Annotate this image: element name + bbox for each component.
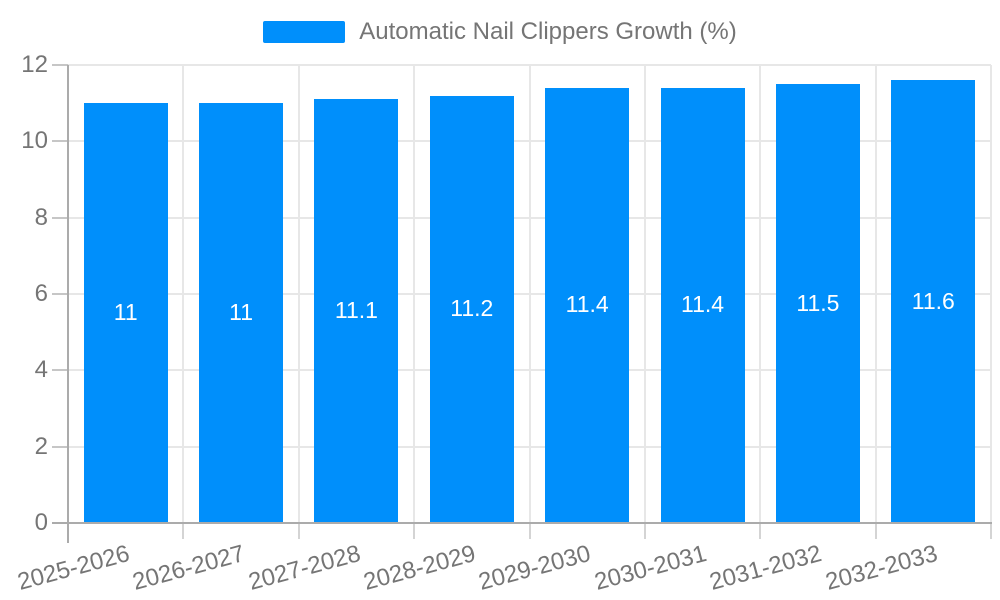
x-axis-category-label: 2026-2027 [129, 540, 248, 596]
x-axis-tick-mark [528, 523, 531, 539]
v-gridline [528, 65, 531, 523]
x-axis-tick-mark [874, 523, 877, 539]
y-axis-tick-label: 10 [21, 127, 48, 155]
x-axis-tick-mark [759, 523, 762, 539]
x-axis-category-label: 2028-2029 [360, 540, 479, 596]
y-axis-tick-mark [52, 293, 68, 295]
v-gridline [643, 65, 646, 523]
x-axis-tick-mark [297, 523, 300, 539]
legend-label: Automatic Nail Clippers Growth (%) [359, 18, 737, 45]
x-axis-category-label: 2029-2030 [476, 540, 594, 596]
y-axis-tick-mark [52, 64, 68, 66]
bar[interactable] [314, 99, 399, 523]
y-axis-tick-mark [52, 216, 68, 219]
y-axis-tick-label: 0 [34, 509, 48, 536]
x-axis-tick-mark [182, 523, 185, 539]
y-axis-line [67, 65, 69, 543]
legend-swatch [263, 21, 346, 43]
v-gridline [297, 65, 300, 523]
v-gridline [182, 65, 185, 523]
y-axis-tick-label: 2 [34, 432, 48, 460]
x-axis-category-label: 2031-2032 [706, 540, 825, 596]
x-axis-category-label: 2025-2026 [14, 540, 133, 596]
legend-item[interactable]: Automatic Nail Clippers Growth (%) [263, 18, 737, 46]
x-axis-category-label: 2032-2033 [822, 540, 941, 596]
legend: Automatic Nail Clippers Growth (%) [0, 18, 1000, 46]
x-axis-category-label: 2027-2028 [245, 540, 364, 596]
bar[interactable] [775, 84, 860, 523]
x-axis-line [52, 522, 992, 524]
y-axis-tick-label: 8 [34, 203, 48, 231]
x-axis-tick-mark [413, 523, 416, 539]
x-axis-tick-mark [643, 523, 646, 539]
bar[interactable] [545, 87, 630, 523]
y-axis-tick-mark [52, 445, 68, 448]
y-axis-tick-mark [52, 369, 68, 372]
x-axis-category-label: 2030-2031 [591, 540, 710, 596]
bar[interactable] [199, 103, 284, 523]
y-axis-tick-label: 6 [34, 280, 48, 307]
bar[interactable] [429, 95, 514, 523]
v-gridline [990, 65, 992, 523]
v-gridline [759, 65, 762, 523]
bar[interactable] [660, 87, 745, 523]
v-gridline [874, 65, 877, 523]
x-axis-tick-mark [990, 523, 992, 539]
y-axis-tick-mark [52, 140, 68, 143]
bar[interactable] [83, 103, 168, 523]
bar[interactable] [891, 80, 976, 523]
y-axis-tick-label: 12 [21, 51, 48, 78]
y-axis-tick-label: 4 [34, 356, 48, 384]
v-gridline [413, 65, 416, 523]
